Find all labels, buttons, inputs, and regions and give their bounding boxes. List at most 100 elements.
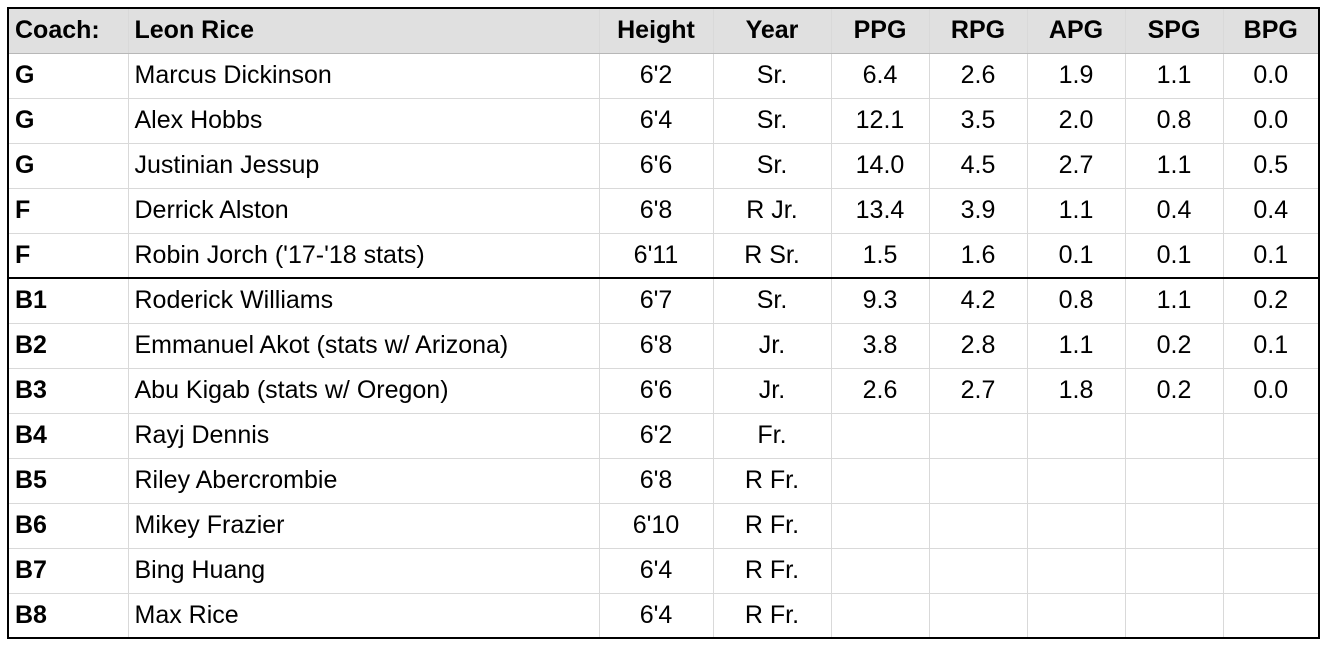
cell-apg	[1026, 547, 1126, 594]
column-header-spg: SPG	[1124, 7, 1224, 54]
cell-apg	[1026, 592, 1126, 639]
cell-player-name: Mikey Frazier	[127, 502, 600, 549]
cell-bpg: 0.0	[1222, 367, 1320, 414]
cell-rpg: 2.7	[928, 367, 1028, 414]
cell-bpg	[1222, 412, 1320, 459]
cell-player-name: Justinian Jessup	[127, 142, 600, 189]
cell-player-name: Rayj Dennis	[127, 412, 600, 459]
cell-player-name: Alex Hobbs	[127, 97, 600, 144]
cell-height: 6'6	[598, 142, 714, 189]
cell-position: B7	[7, 547, 129, 594]
cell-position: G	[7, 52, 129, 99]
cell-apg: 2.0	[1026, 97, 1126, 144]
cell-ppg: 13.4	[830, 187, 930, 234]
cell-apg: 1.9	[1026, 52, 1126, 99]
cell-apg: 1.8	[1026, 367, 1126, 414]
cell-bpg	[1222, 547, 1320, 594]
cell-position: F	[7, 232, 129, 279]
column-header-rpg: RPG	[928, 7, 1028, 54]
cell-year: Sr.	[712, 142, 832, 189]
cell-spg: 0.1	[1124, 232, 1224, 279]
cell-player-name: Roderick Williams	[127, 277, 600, 324]
cell-year: R Fr.	[712, 547, 832, 594]
cell-spg: 0.8	[1124, 97, 1224, 144]
cell-bpg: 0.4	[1222, 187, 1320, 234]
table-row: B6 Mikey Frazier 6'10 R Fr.	[7, 502, 1320, 549]
header-row: Coach: Leon Rice Height Year PPG RPG APG…	[7, 7, 1320, 54]
table-row: B1 Roderick Williams 6'7 Sr. 9.3 4.2 0.8 1.1 0.2	[7, 277, 1320, 324]
cell-year: Fr.	[712, 412, 832, 459]
cell-rpg	[928, 457, 1028, 504]
column-header-bpg: BPG	[1222, 7, 1320, 54]
cell-apg: 0.1	[1026, 232, 1126, 279]
table-row: G Justinian Jessup 6'6 Sr. 14.0 4.5 2.7 1.1 0.5	[7, 142, 1320, 189]
cell-apg: 1.1	[1026, 322, 1126, 369]
cell-spg: 0.2	[1124, 322, 1224, 369]
cell-rpg	[928, 412, 1028, 459]
table-row: B5 Riley Abercrombie 6'8 R Fr.	[7, 457, 1320, 504]
cell-bpg: 0.0	[1222, 52, 1320, 99]
cell-ppg: 6.4	[830, 52, 930, 99]
cell-rpg: 2.8	[928, 322, 1028, 369]
cell-bpg: 0.2	[1222, 277, 1320, 324]
cell-ppg: 1.5	[830, 232, 930, 279]
cell-position: B5	[7, 457, 129, 504]
cell-year: Jr.	[712, 367, 832, 414]
cell-ppg	[830, 457, 930, 504]
table-row: G Alex Hobbs 6'4 Sr. 12.1 3.5 2.0 0.8 0.0	[7, 97, 1320, 144]
cell-spg: 0.4	[1124, 187, 1224, 234]
cell-year: Sr.	[712, 97, 832, 144]
roster-body: G Marcus Dickinson 6'2 Sr. 6.4 2.6 1.9 1.1 0.0 G A…	[7, 52, 1320, 639]
cell-height: 6'4	[598, 592, 714, 639]
cell-spg: 1.1	[1124, 52, 1224, 99]
cell-year: R Jr.	[712, 187, 832, 234]
cell-year: Jr.	[712, 322, 832, 369]
cell-spg	[1124, 502, 1224, 549]
cell-apg: 1.1	[1026, 187, 1126, 234]
cell-year: R Fr.	[712, 457, 832, 504]
cell-rpg: 3.9	[928, 187, 1028, 234]
column-header-height: Height	[598, 7, 714, 54]
cell-year: Sr.	[712, 277, 832, 324]
table-row: G Marcus Dickinson 6'2 Sr. 6.4 2.6 1.9 1.1 0.0	[7, 52, 1320, 99]
cell-height: 6'7	[598, 277, 714, 324]
cell-bpg	[1222, 502, 1320, 549]
column-header-ppg: PPG	[830, 7, 930, 54]
cell-rpg: 3.5	[928, 97, 1028, 144]
cell-height: 6'2	[598, 412, 714, 459]
cell-height: 6'8	[598, 187, 714, 234]
cell-ppg: 3.8	[830, 322, 930, 369]
cell-ppg: 12.1	[830, 97, 930, 144]
cell-position: F	[7, 187, 129, 234]
cell-player-name: Marcus Dickinson	[127, 52, 600, 99]
roster-table: Coach: Leon Rice Height Year PPG RPG APG…	[7, 7, 1320, 639]
cell-player-name: Riley Abercrombie	[127, 457, 600, 504]
table-row: B2 Emmanuel Akot (stats w/ Arizona) 6'8 Jr.…	[7, 322, 1320, 369]
cell-player-name: Bing Huang	[127, 547, 600, 594]
cell-apg	[1026, 412, 1126, 459]
cell-spg	[1124, 547, 1224, 594]
cell-position: B1	[7, 277, 129, 324]
cell-spg: 1.1	[1124, 142, 1224, 189]
cell-bpg: 0.1	[1222, 322, 1320, 369]
cell-height: 6'2	[598, 52, 714, 99]
cell-apg	[1026, 502, 1126, 549]
cell-height: 6'8	[598, 457, 714, 504]
cell-ppg: 2.6	[830, 367, 930, 414]
cell-position: B6	[7, 502, 129, 549]
cell-spg	[1124, 412, 1224, 459]
cell-year: R Fr.	[712, 592, 832, 639]
cell-position: B8	[7, 592, 129, 639]
column-header-year: Year	[712, 7, 832, 54]
cell-apg: 0.8	[1026, 277, 1126, 324]
table-row: B7 Bing Huang 6'4 R Fr.	[7, 547, 1320, 594]
cell-height: 6'4	[598, 547, 714, 594]
cell-year: R Fr.	[712, 502, 832, 549]
table-row: F Derrick Alston 6'8 R Jr. 13.4 3.9 1.1 0.4 0.4	[7, 187, 1320, 234]
cell-position: B3	[7, 367, 129, 414]
cell-player-name: Derrick Alston	[127, 187, 600, 234]
cell-height: 6'6	[598, 367, 714, 414]
column-header-apg: APG	[1026, 7, 1126, 54]
cell-spg	[1124, 592, 1224, 639]
table-row: F Robin Jorch ('17-'18 stats) 6'11 R Sr. 1.5…	[7, 232, 1320, 279]
